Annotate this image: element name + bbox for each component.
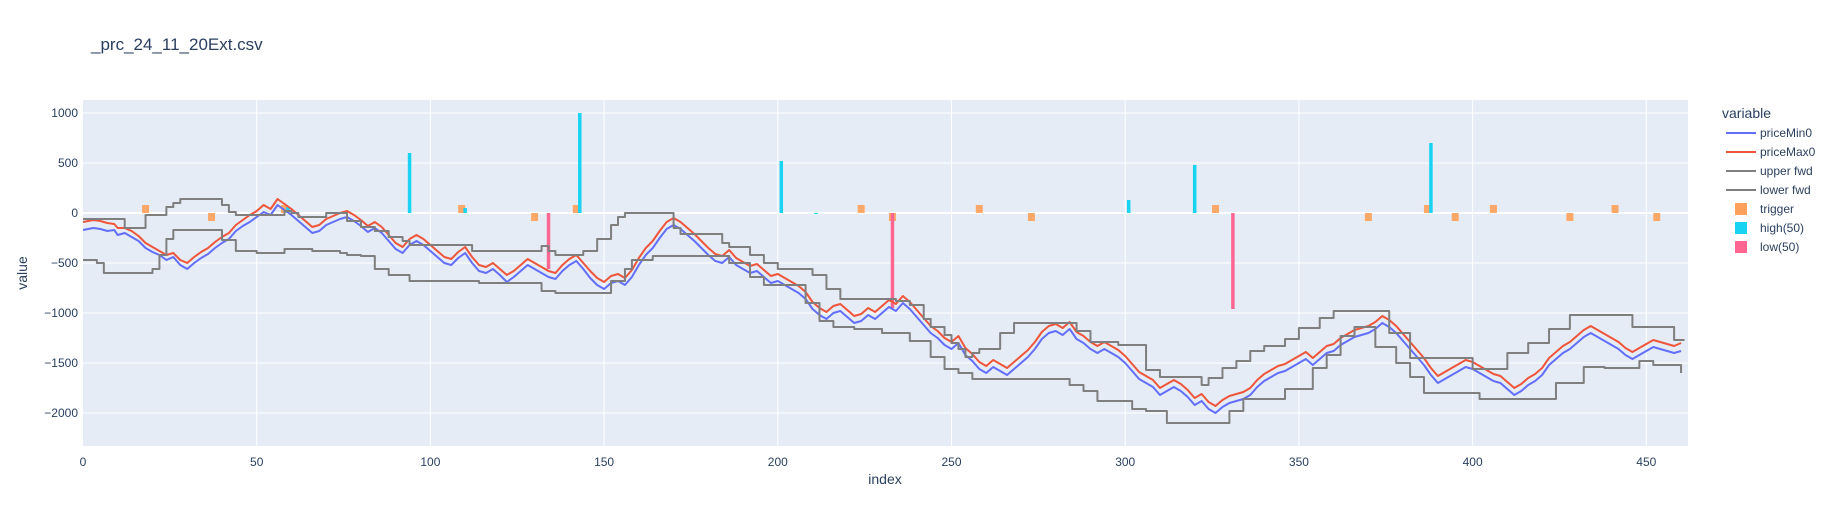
bar-trigger	[1364, 213, 1372, 221]
legend-label: low(50)	[1760, 240, 1799, 254]
bar-trigger	[572, 205, 580, 213]
legend-item-pricemax0[interactable]: priceMax0	[1726, 145, 1816, 159]
bar-low-50-	[546, 213, 551, 269]
bar-trigger	[458, 205, 466, 213]
legend-label: high(50)	[1760, 221, 1804, 235]
legend-swatch	[1735, 203, 1747, 215]
x-tick-label: 150	[594, 455, 614, 469]
x-tick-label: 0	[80, 455, 87, 469]
legend-item-lower-fwd[interactable]: lower fwd	[1726, 183, 1811, 197]
legend-label: priceMax0	[1760, 145, 1816, 159]
series-line-pricemin0	[82, 204, 1682, 414]
x-tick-label: 50	[250, 455, 264, 469]
bar-trigger	[142, 205, 150, 213]
bar-low-50-	[890, 213, 895, 308]
series-lines	[82, 198, 1685, 424]
y-tick-label: −500	[51, 256, 78, 270]
bar-trigger	[1212, 205, 1220, 213]
bar-trigger	[1451, 213, 1459, 221]
x-tick-label: 400	[1463, 455, 1483, 469]
bar-trigger	[975, 205, 983, 213]
legend-item-high-50-[interactable]: high(50)	[1735, 221, 1804, 235]
x-tick-label: 450	[1636, 455, 1656, 469]
y-tick-label: −2000	[44, 406, 78, 420]
bar-high-50-	[779, 161, 784, 213]
y-tick-label: −1500	[44, 356, 78, 370]
legend-swatch	[1735, 222, 1747, 234]
bar-high-50-	[407, 153, 412, 213]
x-tick-label: 200	[768, 455, 788, 469]
series-line-lower-fwd	[83, 229, 1683, 424]
bar-trigger	[857, 205, 865, 213]
legend-label: trigger	[1760, 202, 1794, 216]
series-line-pricemax0	[82, 198, 1682, 407]
bar-high-50-	[463, 208, 467, 213]
bar-trigger	[1611, 205, 1619, 213]
x-tick-label: 250	[941, 455, 961, 469]
bar-high-50-	[1126, 200, 1131, 213]
bar-marks	[142, 113, 1661, 309]
legend-label: lower fwd	[1760, 183, 1811, 197]
x-tick-label: 350	[1289, 455, 1309, 469]
bar-high-50-	[578, 113, 582, 213]
legend-item-low-50-[interactable]: low(50)	[1735, 240, 1799, 254]
y-tick-label: −1000	[44, 306, 78, 320]
x-axis-label: index	[868, 471, 901, 487]
y-axis-ticks: 1000 500 0 −500 −1000 −1500 −2000	[44, 106, 78, 420]
y-axis-label: value	[14, 256, 30, 290]
bar-high-50-	[1192, 165, 1197, 213]
x-axis-ticks: 0 50 100 150 200 250 300 350 400 450	[80, 455, 1657, 469]
legend-item-upper-fwd[interactable]: upper fwd	[1726, 164, 1813, 178]
legend-label: upper fwd	[1760, 164, 1813, 178]
bar-trigger	[1027, 213, 1035, 221]
y-tick-label: 1000	[51, 106, 78, 120]
legend[interactable]: variable priceMin0 priceMax0 upper fwd lowe…	[1722, 105, 1816, 254]
bar-trigger	[531, 213, 539, 221]
y-tick-label: 500	[58, 156, 78, 170]
bar-low-50-	[1231, 213, 1235, 309]
bar-trigger	[208, 213, 216, 221]
bar-high-50-	[1429, 143, 1433, 213]
y-tick-label: 0	[71, 206, 78, 220]
bar-trigger	[1653, 213, 1661, 221]
bar-trigger	[1423, 205, 1431, 213]
plot-area	[83, 100, 1688, 446]
chart-title: _prc_24_11_20Ext.csv	[90, 35, 263, 54]
bar-trigger	[1566, 213, 1574, 221]
legend-item-trigger[interactable]: trigger	[1735, 202, 1794, 216]
x-tick-label: 300	[1115, 455, 1135, 469]
legend-label: priceMin0	[1760, 126, 1812, 140]
x-tick-label: 100	[420, 455, 440, 469]
bar-trigger	[1489, 205, 1497, 213]
bar-high-50-	[814, 213, 818, 214]
legend-title: variable	[1722, 105, 1771, 121]
legend-item-pricemin0[interactable]: priceMin0	[1726, 126, 1812, 140]
legend-swatch	[1735, 241, 1747, 253]
series-line-upper-fwd	[83, 198, 1685, 386]
